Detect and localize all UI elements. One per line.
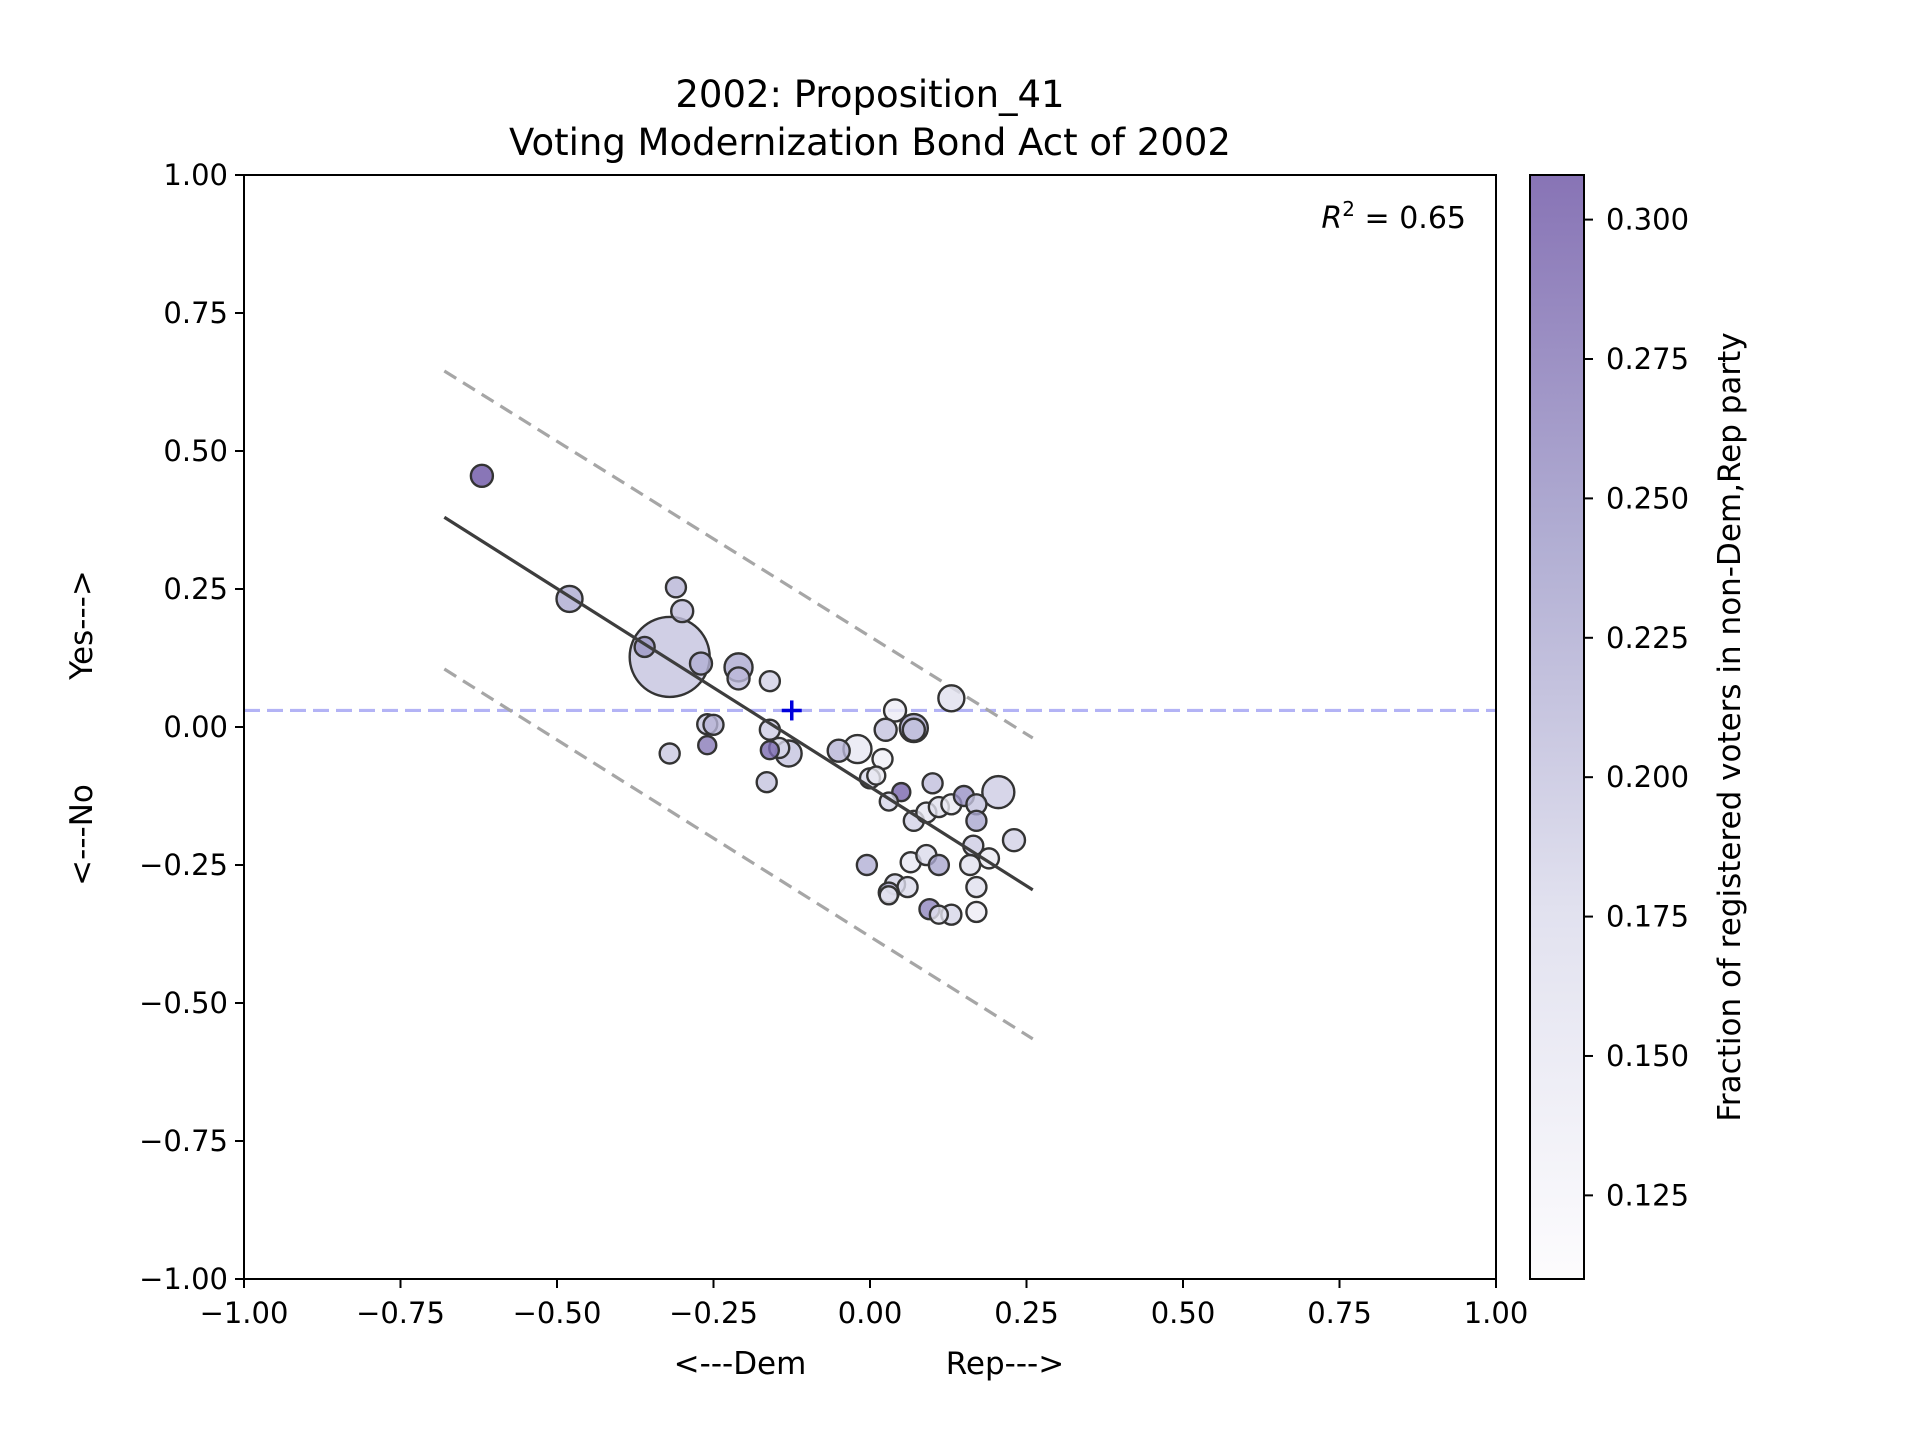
data-point xyxy=(658,742,681,765)
data-point xyxy=(927,853,951,877)
r-squared-symbol: R xyxy=(1321,201,1342,236)
y-axis-label-yes: Yes---> xyxy=(64,570,100,681)
data-point xyxy=(878,885,899,906)
x-tick-label: 0.25 xyxy=(994,1296,1059,1330)
data-point xyxy=(981,774,1016,810)
data-point xyxy=(965,900,988,924)
y-tick-label: 1.00 xyxy=(163,158,228,192)
data-point xyxy=(965,875,988,899)
data-point xyxy=(664,576,688,599)
colorbar-tick-label: 0.300 xyxy=(1606,203,1689,237)
y-tick-label: 0.75 xyxy=(163,296,228,330)
chart-title: 2002: Proposition_41 xyxy=(675,73,1064,116)
data-point xyxy=(758,669,782,693)
data-point xyxy=(901,717,927,742)
data-point xyxy=(688,651,714,676)
data-point xyxy=(826,738,851,763)
data-point xyxy=(873,717,898,742)
x-tick-label: −0.50 xyxy=(513,1296,602,1330)
lower-band-line xyxy=(443,667,1034,1041)
r-squared-value: = 0.65 xyxy=(1355,201,1466,236)
data-point xyxy=(1001,827,1027,853)
data-point xyxy=(726,666,751,691)
colorbar-tick-label: 0.175 xyxy=(1606,900,1689,934)
x-tick-label: −1.00 xyxy=(200,1296,289,1330)
reference-marker xyxy=(781,700,802,721)
upper-band-line xyxy=(443,369,1034,740)
plot-frame xyxy=(243,174,1497,1280)
y-tick-label: −0.50 xyxy=(139,986,228,1020)
data-point xyxy=(896,875,919,899)
colorbar-tick-label: 0.250 xyxy=(1606,481,1689,515)
colorbar xyxy=(1529,174,1585,1280)
data-point xyxy=(759,739,781,761)
colorbar-tick-label: 0.225 xyxy=(1606,621,1689,655)
regression-line xyxy=(443,515,1034,892)
colorbar-tick-label: 0.150 xyxy=(1606,1039,1689,1073)
colorbar-tick-label: 0.125 xyxy=(1606,1178,1689,1212)
r-squared-annotation: R2 = 0.65 xyxy=(1321,197,1466,236)
x-tick-label: 1.00 xyxy=(1464,1296,1529,1330)
y-tick-label: 0.50 xyxy=(163,434,228,468)
data-point xyxy=(670,598,695,624)
x-tick-label: 0.75 xyxy=(1307,1296,1372,1330)
data-point xyxy=(866,765,887,786)
data-point xyxy=(697,735,718,756)
x-tick-label: −0.25 xyxy=(669,1296,758,1330)
colorbar-tick-label: 0.275 xyxy=(1606,342,1689,376)
data-point xyxy=(855,853,879,877)
x-axis-label-dem: <---Dem xyxy=(674,1346,807,1382)
data-point xyxy=(921,772,944,795)
data-point xyxy=(702,713,725,736)
y-tick-label: −1.00 xyxy=(139,1262,228,1296)
y-tick-label: −0.75 xyxy=(139,1124,228,1158)
x-tick-label: 0.50 xyxy=(1151,1296,1216,1330)
colorbar-tick-label: 0.200 xyxy=(1606,760,1689,794)
y-tick-label: 0.00 xyxy=(163,710,228,744)
y-tick-label: −0.25 xyxy=(139,848,228,882)
data-point xyxy=(958,853,982,877)
data-point xyxy=(937,684,966,713)
x-tick-label: 0.00 xyxy=(838,1296,903,1330)
y-tick-label: 0.25 xyxy=(163,572,228,606)
y-axis-label-no: <---No xyxy=(64,784,100,886)
data-point xyxy=(965,809,988,833)
data-point xyxy=(882,698,908,723)
colorbar-label: Fraction of registered voters in non-Dem… xyxy=(1712,332,1748,1121)
data-point xyxy=(928,904,950,925)
r-squared-exponent: 2 xyxy=(1342,197,1355,221)
data-point xyxy=(755,771,778,794)
data-point xyxy=(469,463,495,489)
chart-subtitle: Voting Modernization Bond Act of 2002 xyxy=(509,121,1231,164)
x-axis-label-rep: Rep---> xyxy=(946,1346,1064,1382)
x-tick-label: −0.75 xyxy=(356,1296,445,1330)
